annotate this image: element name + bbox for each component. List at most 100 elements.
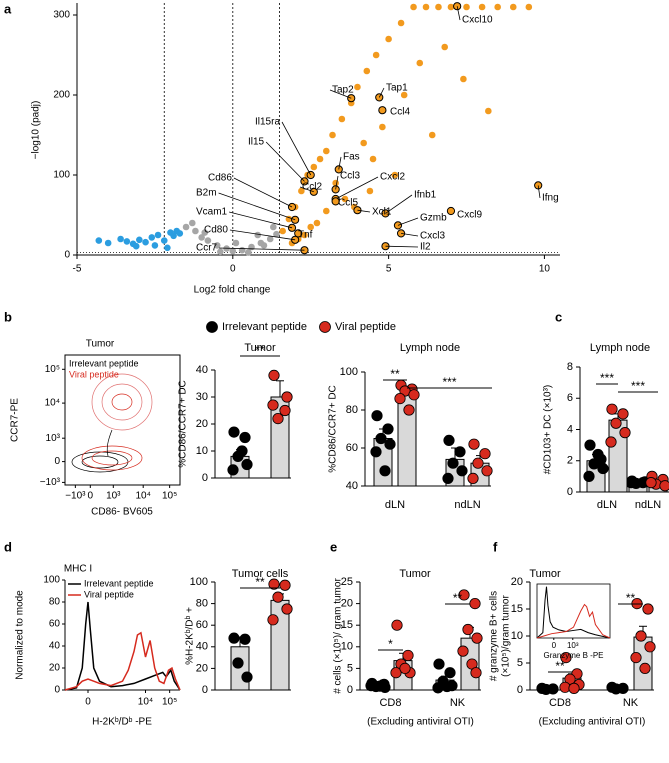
chart-title: MHC I — [64, 564, 92, 575]
highlight-point — [294, 229, 303, 238]
point — [198, 234, 205, 241]
data-point — [379, 465, 391, 477]
point — [204, 237, 212, 244]
gene-label: Vcam1 — [196, 207, 228, 218]
data-point — [458, 589, 470, 601]
point — [117, 235, 124, 243]
legend-swatch — [206, 321, 218, 333]
data-point — [479, 448, 491, 460]
data-point — [371, 410, 383, 422]
y-tick-label: 10 — [341, 641, 353, 653]
data-point — [630, 651, 642, 664]
point — [428, 131, 436, 139]
point — [307, 223, 315, 231]
y-tick-label: 80 — [49, 597, 61, 608]
point — [123, 238, 131, 245]
data-point — [456, 465, 468, 477]
point — [154, 231, 162, 239]
data-point — [468, 438, 480, 450]
leader-line — [537, 185, 541, 199]
data-point — [227, 464, 239, 476]
point — [354, 83, 361, 91]
point — [316, 155, 324, 163]
point — [463, 3, 470, 11]
leader-line — [219, 247, 305, 251]
data-point — [433, 658, 445, 670]
point — [273, 230, 280, 238]
gene-label: Ccr7 — [196, 243, 218, 254]
data-point — [375, 432, 387, 445]
y-tick-label: 60 — [196, 619, 208, 631]
leader-line — [265, 141, 305, 182]
y-tick-label: 0 — [64, 250, 70, 261]
data-point — [279, 579, 291, 591]
point — [182, 223, 190, 231]
y-tick-label: 30 — [196, 391, 208, 403]
gene-label: Cxcl9 — [457, 210, 482, 221]
point — [379, 123, 386, 131]
y-axis-label: Normalized to mode — [15, 590, 26, 680]
data-point — [472, 457, 484, 469]
x-tick-label: 0 — [230, 264, 236, 275]
leader-line — [385, 245, 419, 248]
data-point — [241, 458, 253, 471]
y-axis-label: −log10 (padj) — [31, 101, 42, 160]
y-axis-label: #CD103+ DC (×10³) — [543, 385, 554, 474]
inset-tick-label: 10³ — [567, 641, 579, 650]
y-tick-label: 100 — [43, 575, 60, 586]
y-tick-label: 6 — [567, 392, 573, 404]
point — [400, 91, 408, 99]
x-tick-label: 10³ — [106, 491, 121, 502]
significance-label: * — [388, 637, 393, 651]
x-tick-label: 10⁵ — [162, 491, 177, 502]
x-tick-label: 10⁵ — [162, 697, 177, 708]
point — [338, 115, 346, 123]
y-axis-label: CCR7-PE — [10, 398, 21, 442]
data-point — [610, 417, 622, 429]
y-tick-label: 60 — [49, 619, 61, 630]
gene-label: Tap1 — [386, 83, 408, 94]
data-point — [606, 403, 618, 415]
significance-label: ** — [453, 591, 463, 605]
y-tick-label: 100 — [190, 576, 208, 588]
gene-label: Tnf — [298, 230, 313, 241]
histogram-line — [64, 631, 181, 691]
point — [136, 236, 143, 244]
data-point — [457, 645, 469, 657]
bar — [230, 646, 250, 691]
x-tick-label: 0 — [85, 697, 91, 708]
y-tick-label: 0 — [517, 684, 523, 696]
legend-label: Irrelevant peptide — [69, 358, 139, 368]
data-point — [267, 399, 279, 411]
leader-line — [357, 209, 371, 213]
y-tick-label: 80 — [346, 404, 358, 416]
data-point — [447, 457, 459, 469]
x-axis-label: CD86- BV605 — [91, 507, 153, 518]
point — [104, 239, 112, 247]
significance-label: ** — [626, 591, 636, 605]
gene-label: Il2 — [420, 242, 431, 253]
point — [254, 231, 262, 239]
data-point — [370, 446, 382, 458]
x-axis-label: Log2 fold change — [194, 285, 271, 296]
leader-line — [378, 87, 385, 98]
significance-label: ** — [555, 659, 565, 673]
gene-label: Il15ra — [255, 117, 280, 128]
data-point — [384, 438, 396, 450]
data-point — [639, 662, 651, 675]
data-point — [659, 480, 669, 492]
y-tick-label: 5 — [517, 657, 523, 669]
significance-label: *** — [600, 371, 614, 385]
y-tick-label: 0 — [567, 486, 573, 498]
point — [164, 244, 171, 252]
data-point — [644, 641, 656, 653]
significance-label: ** — [390, 367, 400, 381]
significance-label: ** — [255, 575, 265, 589]
gene-label: Fas — [343, 152, 360, 163]
point — [366, 187, 374, 195]
data-point — [403, 404, 415, 416]
point — [509, 3, 517, 11]
gene-label: Cxcl3 — [420, 231, 445, 242]
y-tick-label: 5 — [347, 662, 353, 674]
leader-line — [281, 121, 312, 176]
